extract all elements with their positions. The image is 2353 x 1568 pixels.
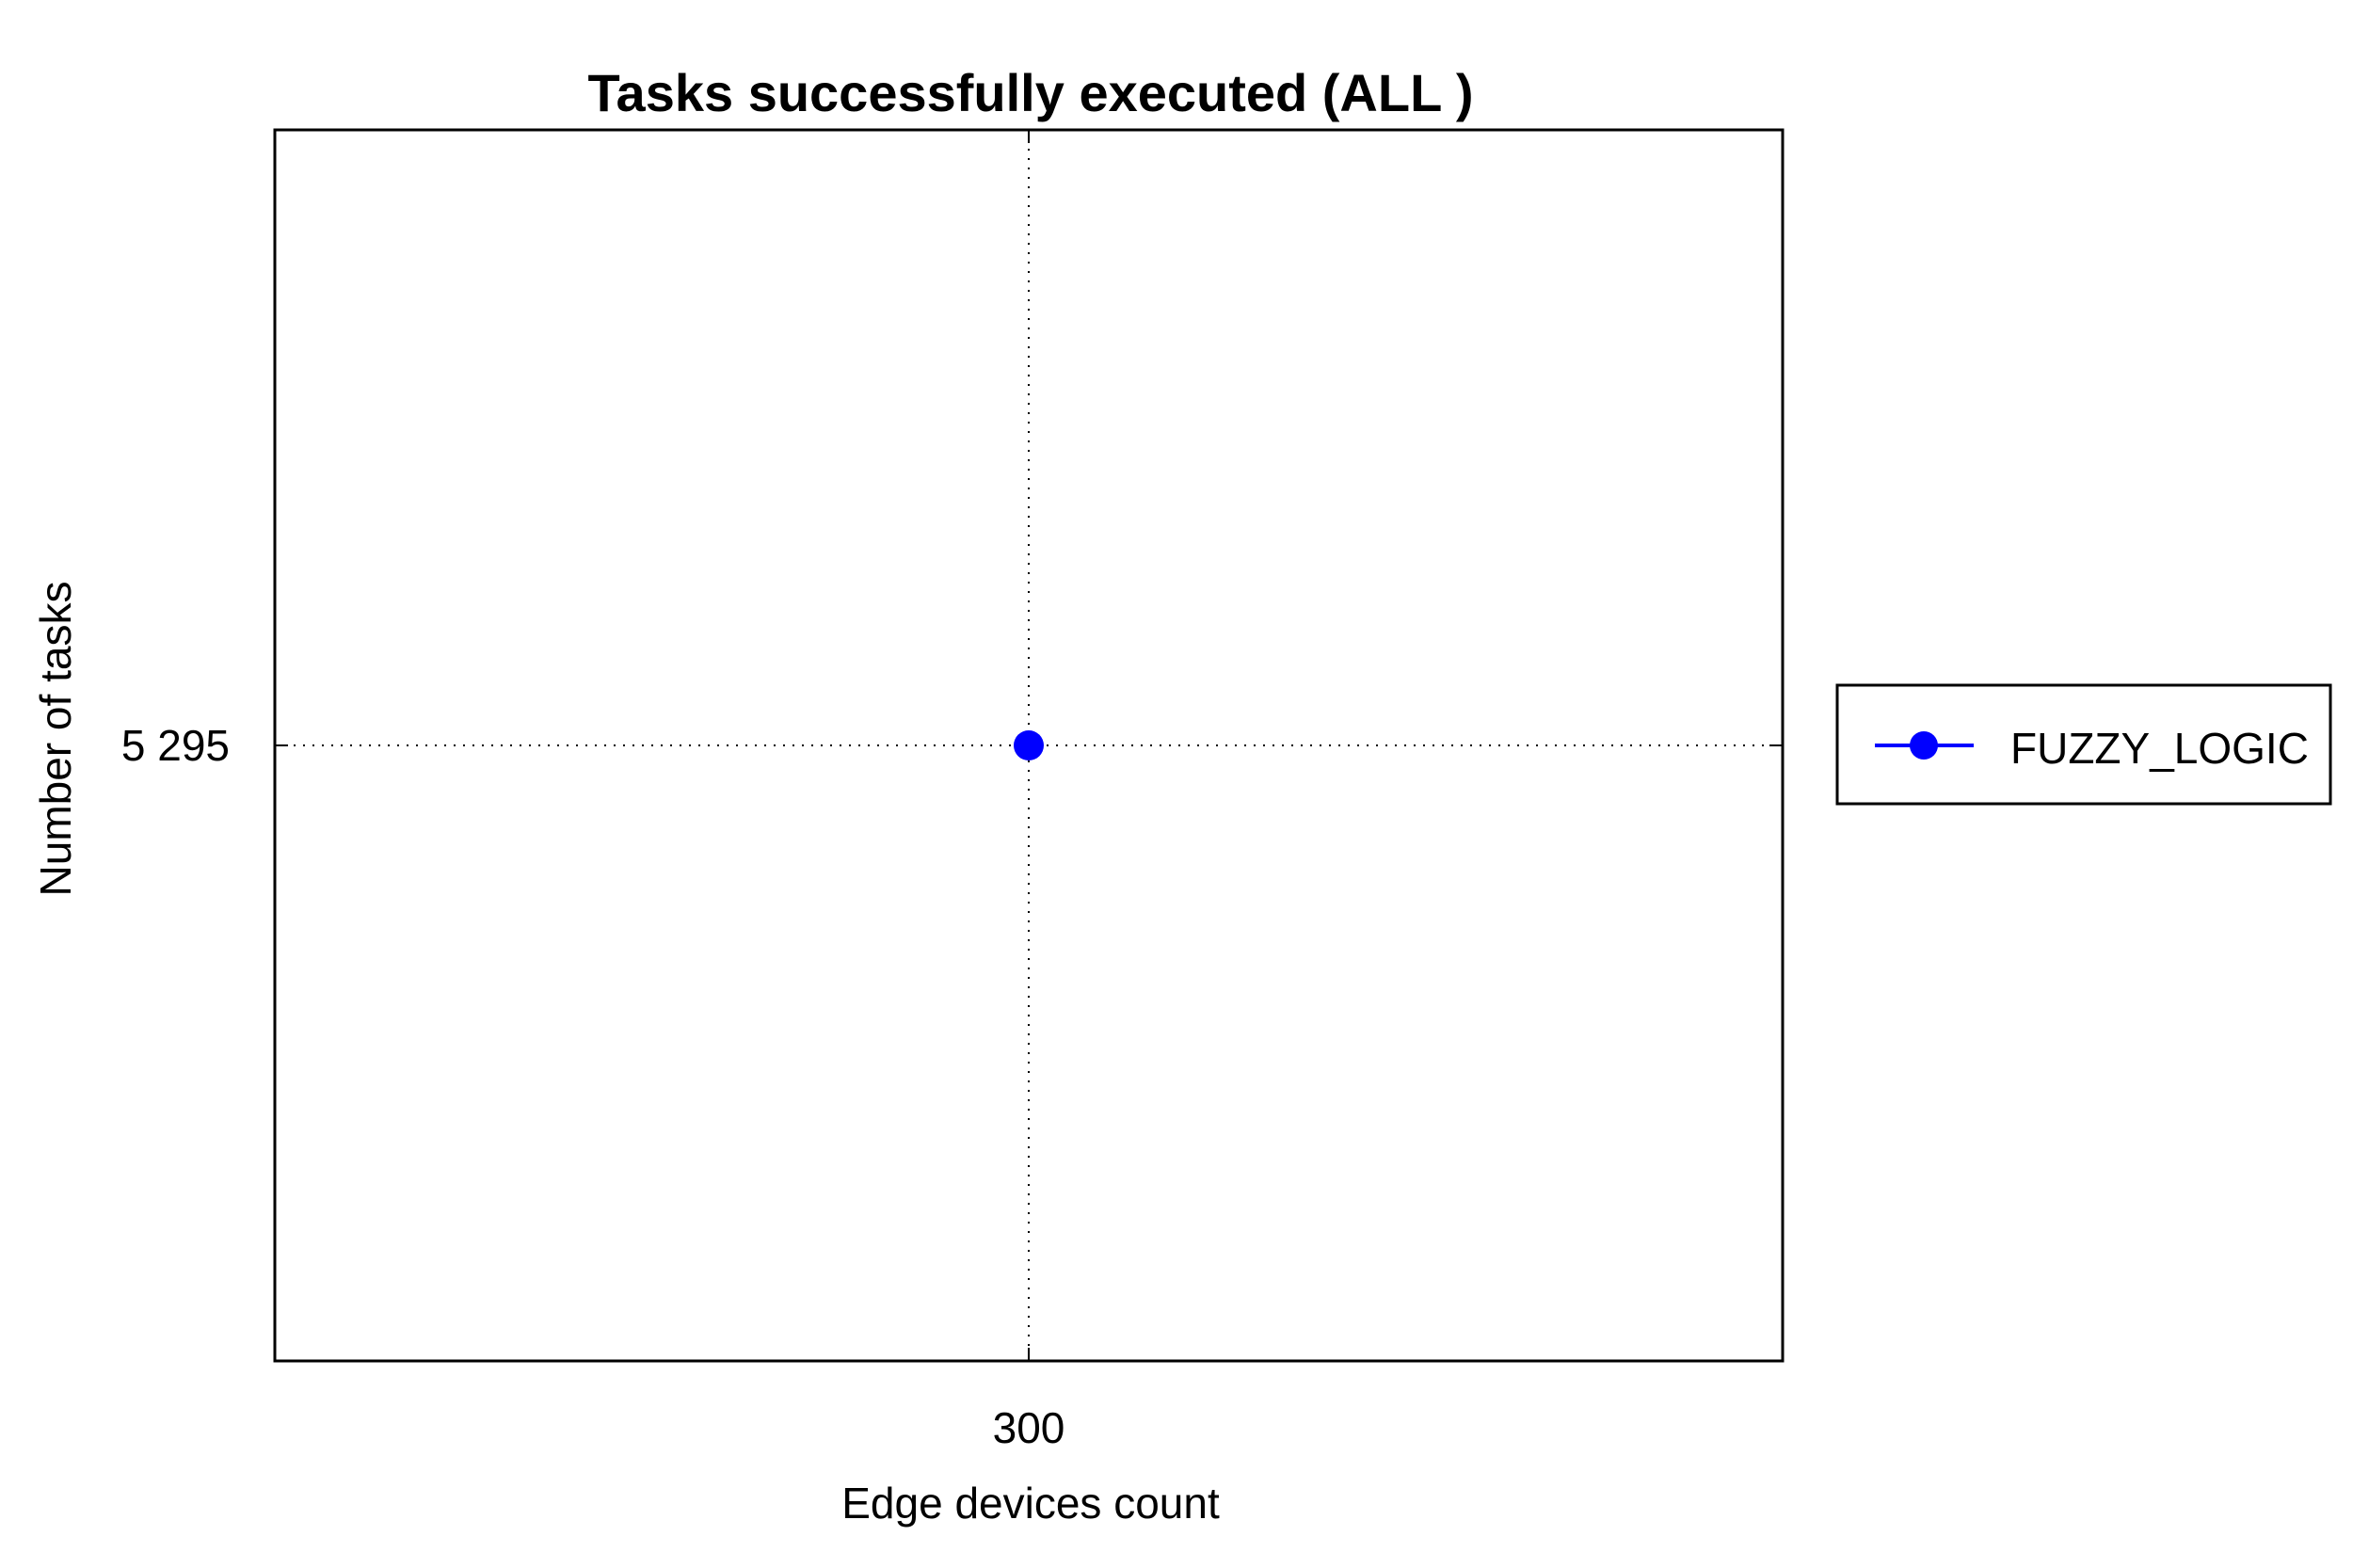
chart-title: Tasks successfully executed (ALL ) <box>588 63 1474 122</box>
y-axis-label: Number of tasks <box>31 582 80 897</box>
tick-layer: 300 5 295 <box>121 130 1783 1452</box>
y-tick-label: 5 295 <box>121 721 230 770</box>
legend-label-fuzzy-logic: FUZZY_LOGIC <box>2010 724 2309 773</box>
x-axis-label: Edge devices count <box>841 1479 1220 1528</box>
legend: FUZZY_LOGIC <box>1835 683 2332 806</box>
series-layer <box>1014 730 1044 760</box>
plot-area-frame <box>273 128 1785 1363</box>
x-tick-label: 300 <box>993 1403 1065 1452</box>
data-point <box>1014 730 1044 760</box>
legend-marker-fuzzy-logic <box>1910 731 1938 760</box>
